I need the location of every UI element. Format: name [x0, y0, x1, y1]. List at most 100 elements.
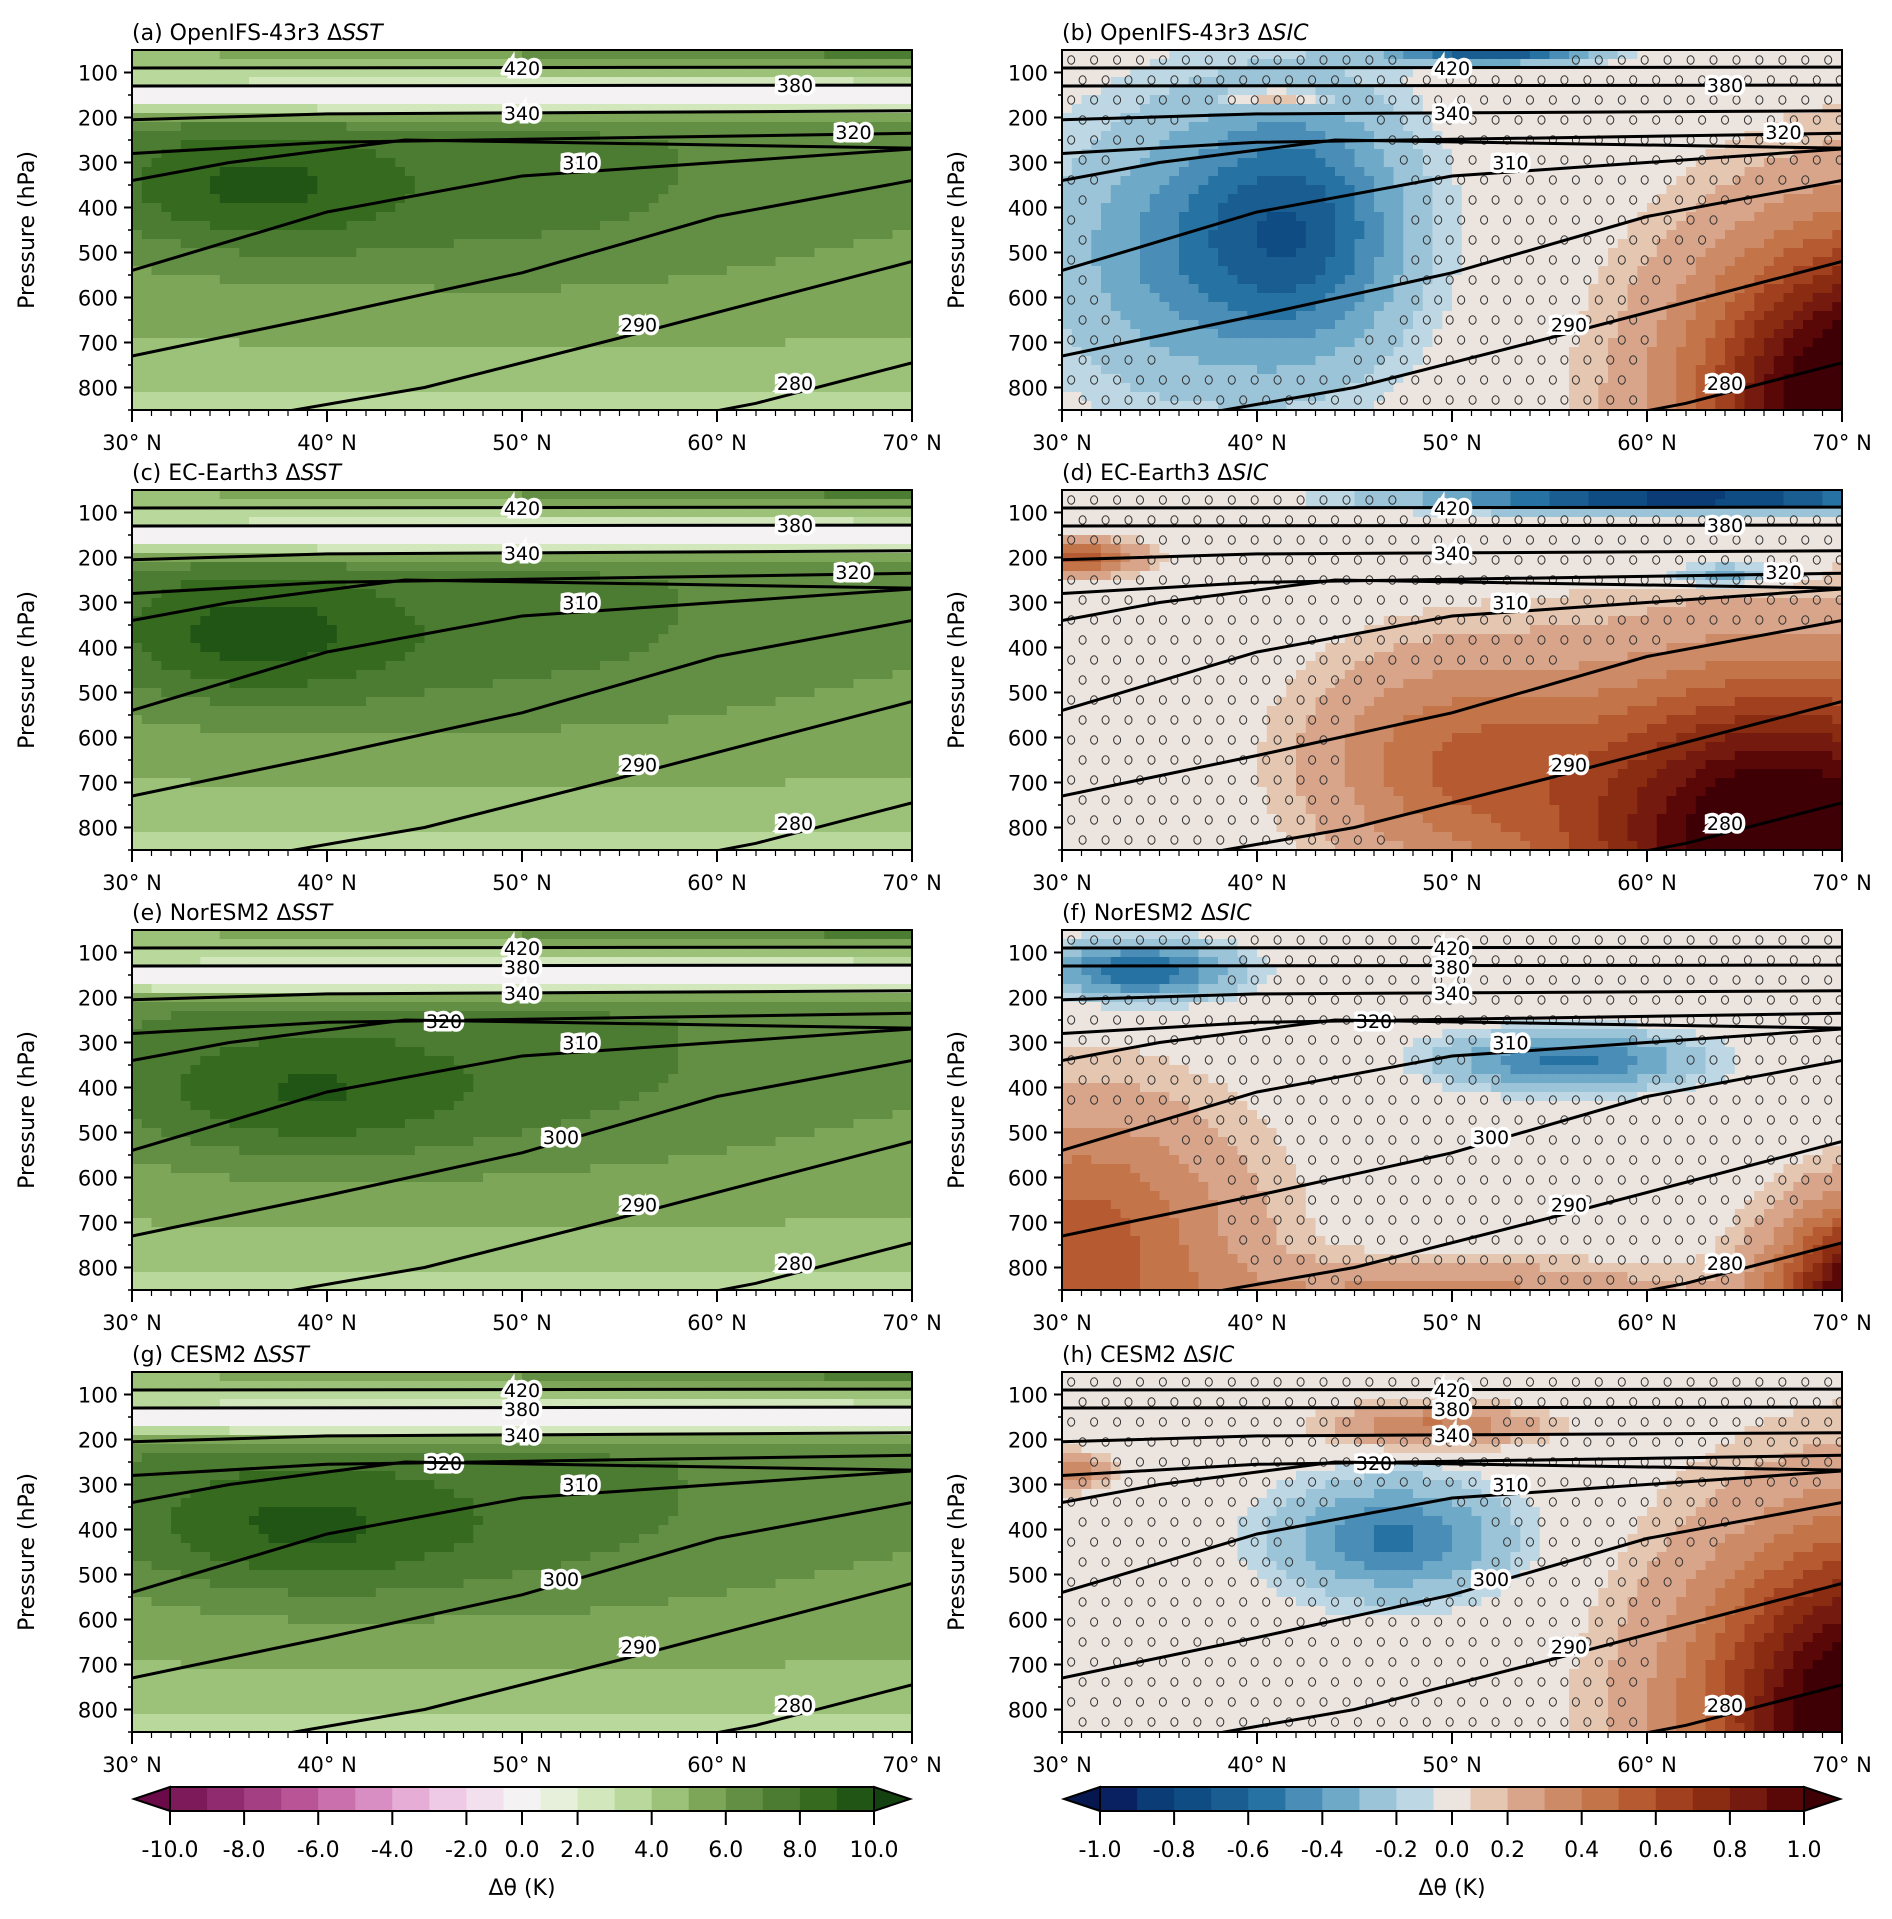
field-cell: [756, 158, 767, 168]
field-cell: [132, 140, 143, 150]
field-cell: [278, 86, 289, 96]
field-cell: [180, 365, 192, 375]
field-cell: [414, 239, 426, 249]
field-cell: [658, 194, 669, 204]
field-cell: [463, 194, 474, 204]
field-cell: [327, 104, 338, 114]
field-cell: [629, 374, 640, 384]
field-cell: [1325, 95, 1336, 105]
field-cell: [892, 167, 903, 177]
field-cell: [385, 113, 396, 123]
field-cell: [1422, 194, 1434, 204]
field-cell: [1071, 77, 1083, 87]
field-cell: [678, 194, 689, 204]
field-cell: [444, 203, 455, 213]
contour-label: 280: [777, 373, 813, 395]
field-cell: [1091, 230, 1102, 240]
field-cell: [834, 95, 845, 105]
field-cell: [795, 239, 806, 249]
field-cell: [1286, 95, 1297, 105]
field-cell: [1091, 275, 1102, 285]
field-cell: [1120, 401, 1131, 410]
field-cell: [590, 77, 601, 87]
field-cell: [483, 383, 494, 393]
field-cell: [678, 275, 689, 285]
field-cell: [1149, 185, 1161, 195]
field-cell: [502, 239, 513, 249]
field-cell: [395, 320, 406, 330]
field-cell: [1393, 176, 1404, 186]
field-cell: [219, 347, 231, 357]
field-cell: [1325, 140, 1336, 150]
field-cell: [668, 284, 679, 294]
field-cell: [726, 185, 738, 195]
field-cell: [1130, 86, 1141, 96]
field-cell: [229, 140, 240, 150]
field-cell: [1374, 338, 1385, 348]
field-cell: [346, 185, 357, 195]
field-cell: [1296, 266, 1307, 276]
field-cell: [346, 293, 357, 303]
field-cell: [453, 302, 465, 312]
field-cell: [1237, 86, 1248, 96]
field-cell: [726, 176, 738, 186]
field-cell: [1393, 284, 1404, 294]
field-cell: [463, 122, 474, 132]
field-cell: [385, 167, 396, 177]
field-cell: [853, 311, 864, 321]
field-cell: [1383, 356, 1395, 366]
field-cell: [346, 176, 357, 186]
field-cell: [473, 239, 484, 249]
field-cell: [1335, 221, 1346, 231]
field-cell: [785, 374, 796, 384]
field-cell: [1071, 329, 1083, 339]
field-cell: [1101, 374, 1112, 384]
field-cell: [707, 266, 718, 276]
field-cell: [600, 365, 611, 375]
field-cell: [1091, 50, 1102, 60]
field-cell: [502, 356, 513, 366]
field-cell: [873, 140, 884, 150]
field-cell: [1286, 212, 1297, 222]
field-cell: [346, 257, 357, 267]
contour-label: 340: [504, 103, 540, 125]
field-cell: [531, 374, 543, 384]
field-cell: [648, 167, 660, 177]
field-cell: [726, 329, 738, 339]
field-cell: [356, 50, 367, 60]
field-cell: [873, 185, 884, 195]
field-cell: [502, 95, 513, 105]
field-cell: [1159, 257, 1170, 267]
field-cell: [1130, 329, 1141, 339]
field-cell: [1110, 140, 1122, 150]
field-cell: [1218, 68, 1229, 78]
theta-contour-290: [285, 260, 912, 410]
field-cell: [687, 230, 699, 240]
field-cell: [1130, 248, 1141, 258]
field-cell: [648, 194, 660, 204]
field-cell: [1403, 59, 1414, 69]
field-cell: [1296, 383, 1307, 393]
field-cell: [171, 383, 182, 393]
field-cell: [1364, 221, 1375, 231]
field-cell: [200, 401, 211, 410]
field-cell: [1208, 329, 1219, 339]
field-cell: [463, 59, 474, 69]
field-cell: [775, 122, 786, 132]
field-cell: [1344, 158, 1356, 168]
field-cell: [609, 50, 621, 60]
field-cell: [395, 275, 406, 285]
field-cell: [1257, 104, 1268, 114]
field-cell: [395, 77, 406, 87]
field-cell: [492, 347, 504, 357]
field-cell: [414, 185, 426, 195]
field-cell: [658, 95, 669, 105]
field-cell: [317, 266, 328, 276]
field-cell: [1403, 392, 1414, 402]
field-cell: [648, 77, 660, 87]
field-cell: [795, 311, 806, 321]
field-cell: [756, 68, 767, 78]
field-cell: [444, 221, 455, 231]
field-cell: [717, 275, 728, 285]
field-cell: [746, 122, 757, 132]
